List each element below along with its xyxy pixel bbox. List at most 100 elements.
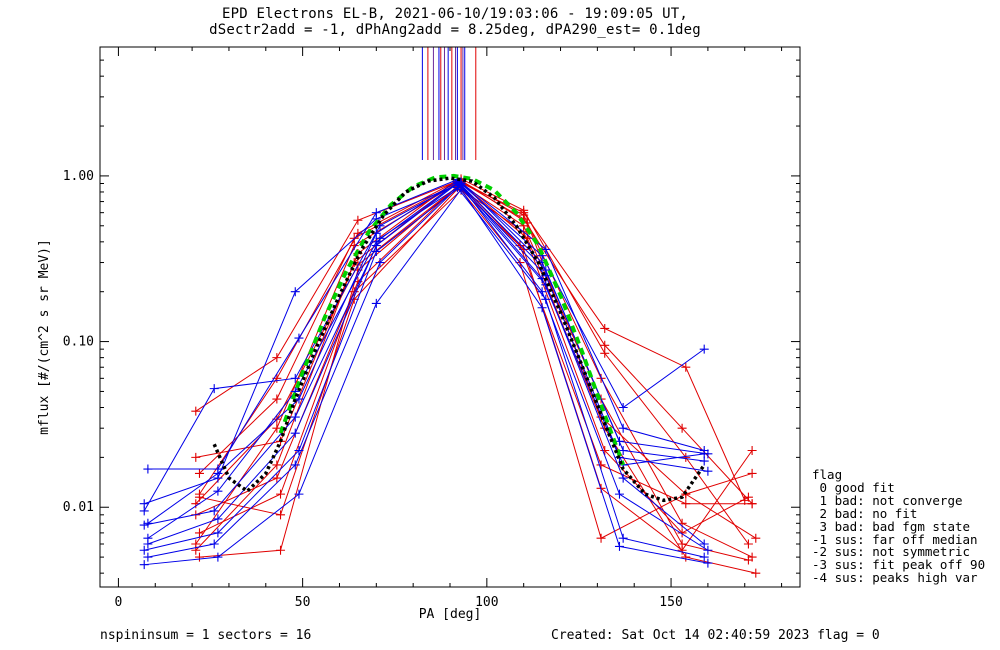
x-tick-label: 100 bbox=[475, 595, 498, 610]
data-point bbox=[294, 489, 304, 499]
x-tick-label: 50 bbox=[295, 595, 311, 610]
data-point bbox=[743, 555, 753, 565]
data-point bbox=[541, 244, 551, 254]
data-point bbox=[743, 492, 753, 502]
y-tick-label: 1.00 bbox=[63, 169, 94, 184]
data-point bbox=[699, 449, 709, 459]
series-line bbox=[144, 182, 705, 505]
data-point bbox=[290, 460, 300, 470]
legend-item: 0 good fit bbox=[812, 479, 895, 495]
data-point bbox=[294, 394, 304, 404]
data-point bbox=[209, 539, 219, 549]
x-tick-label: 0 bbox=[115, 595, 123, 610]
chart-title-line2: dSectr2add = -1, dPhAng2add = 8.25deg, d… bbox=[209, 22, 701, 38]
data-point bbox=[677, 423, 687, 433]
data-point bbox=[290, 373, 300, 383]
legend-item: -2 sus: not symmetric bbox=[812, 544, 971, 560]
data-point bbox=[272, 394, 282, 404]
data-point bbox=[618, 533, 628, 543]
data-point bbox=[537, 303, 547, 313]
series-line bbox=[195, 179, 753, 505]
plot-frame bbox=[99, 46, 801, 588]
data-point bbox=[371, 246, 381, 256]
data-point bbox=[743, 539, 753, 549]
data-point bbox=[681, 552, 691, 562]
fit-curve bbox=[278, 173, 626, 466]
data-point bbox=[194, 468, 204, 478]
data-point bbox=[600, 323, 610, 333]
data-point bbox=[596, 460, 606, 470]
y-tick-label: 0.10 bbox=[63, 335, 94, 350]
series-line bbox=[147, 180, 705, 524]
data-point bbox=[614, 489, 624, 499]
data-point bbox=[272, 473, 282, 483]
data-point bbox=[703, 545, 713, 555]
data-point bbox=[213, 552, 223, 562]
data-point bbox=[290, 412, 300, 422]
data-point bbox=[290, 287, 300, 297]
data-point bbox=[191, 406, 201, 416]
legend-item: -1 sus: far off median bbox=[812, 531, 978, 547]
series-line bbox=[144, 188, 708, 566]
data-point bbox=[751, 533, 761, 543]
y-axis-label: mflux [#/(cm^2 s sr MeV)] bbox=[37, 239, 52, 435]
data-point bbox=[681, 499, 691, 509]
legend-item: 2 bad: no fit bbox=[812, 505, 918, 521]
series-line bbox=[199, 179, 757, 539]
chart-title-line1: EPD Electrons EL-B, 2021-06-10/19:03:06 … bbox=[222, 6, 688, 22]
legend-item: 1 bad: not converge bbox=[812, 492, 963, 508]
data-point bbox=[143, 533, 153, 543]
data-point bbox=[272, 460, 282, 470]
legend-item: -4 sus: peaks high var bbox=[812, 570, 978, 586]
data-point bbox=[191, 452, 201, 462]
data-point bbox=[699, 344, 709, 354]
data-point bbox=[677, 545, 687, 555]
data-point bbox=[290, 428, 300, 438]
data-point bbox=[600, 340, 610, 350]
x-axis-label: PA [deg] bbox=[419, 607, 482, 622]
data-point bbox=[294, 333, 304, 343]
legend-title: flag bbox=[812, 467, 843, 482]
series-line bbox=[147, 186, 705, 558]
data-point bbox=[747, 499, 757, 509]
data-point bbox=[541, 294, 551, 304]
data-point bbox=[600, 446, 610, 456]
series-line bbox=[199, 184, 753, 516]
data-point bbox=[703, 466, 713, 476]
legend-item: -3 sus: fit peak off 90 bbox=[812, 557, 986, 573]
x-tick-label: 150 bbox=[659, 595, 682, 610]
data-point bbox=[213, 468, 223, 478]
data-point bbox=[677, 528, 687, 538]
data-point bbox=[371, 298, 381, 308]
data-point bbox=[596, 533, 606, 543]
series-line bbox=[199, 189, 753, 539]
data-point bbox=[213, 528, 223, 538]
data-point bbox=[209, 384, 219, 394]
data-point bbox=[747, 468, 757, 478]
data-point bbox=[294, 446, 304, 456]
data-point bbox=[371, 237, 381, 247]
data-point bbox=[139, 506, 149, 516]
data-point bbox=[139, 560, 149, 570]
plot-lines bbox=[139, 47, 761, 578]
data-point bbox=[618, 446, 628, 456]
data-point bbox=[143, 552, 153, 562]
data-point bbox=[139, 520, 149, 530]
data-point bbox=[194, 552, 204, 562]
data-point bbox=[272, 423, 282, 433]
data-point bbox=[194, 528, 204, 538]
data-point bbox=[600, 348, 610, 358]
data-point bbox=[614, 541, 624, 551]
data-point bbox=[143, 464, 153, 474]
series-line bbox=[195, 181, 749, 561]
data-point bbox=[618, 473, 628, 483]
data-point bbox=[276, 489, 286, 499]
data-point bbox=[375, 258, 385, 268]
data-point bbox=[618, 402, 628, 412]
y-tick-label: 0.01 bbox=[63, 500, 94, 515]
data-point bbox=[703, 558, 713, 568]
data-point bbox=[747, 446, 757, 456]
data-point bbox=[371, 208, 381, 218]
series-line bbox=[144, 185, 709, 551]
flag-legend: flag 0 good fit 1 bad: not converge 2 ba… bbox=[812, 467, 986, 586]
